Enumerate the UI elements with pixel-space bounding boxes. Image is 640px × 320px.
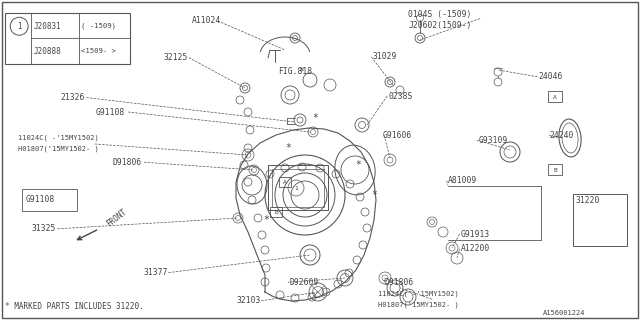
Text: ( -1509): ( -1509) xyxy=(81,23,116,29)
Bar xyxy=(22,189,77,211)
Text: FIG.818: FIG.818 xyxy=(278,67,312,76)
Text: 31325: 31325 xyxy=(32,224,56,233)
Text: D91806: D91806 xyxy=(112,158,141,167)
Text: 32103: 32103 xyxy=(237,296,261,305)
Text: 21326: 21326 xyxy=(61,93,85,102)
Text: H01807('15MY1502- ): H01807('15MY1502- ) xyxy=(378,301,458,308)
Text: FRONT: FRONT xyxy=(104,207,128,228)
Bar xyxy=(270,207,282,217)
Text: 0238S: 0238S xyxy=(388,92,413,100)
Text: 32125: 32125 xyxy=(163,53,188,62)
Bar xyxy=(272,169,324,207)
Text: *: * xyxy=(355,160,361,170)
Bar xyxy=(573,194,627,246)
Text: G91108: G91108 xyxy=(26,196,55,204)
Text: *: * xyxy=(285,143,291,153)
Text: *: * xyxy=(312,113,318,123)
Text: 0104S (-1509): 0104S (-1509) xyxy=(408,10,472,19)
Text: 11024C( -'15MY1502): 11024C( -'15MY1502) xyxy=(378,291,458,297)
Text: G93109: G93109 xyxy=(479,136,508,145)
Text: G91108: G91108 xyxy=(96,108,125,117)
Text: A156001224: A156001224 xyxy=(543,310,585,316)
Text: B: B xyxy=(553,167,557,172)
Text: A81009: A81009 xyxy=(448,176,477,185)
Text: *: * xyxy=(371,190,377,200)
Text: H01807('15MY1502- ): H01807('15MY1502- ) xyxy=(18,146,99,152)
Bar xyxy=(268,165,328,210)
Text: D91806: D91806 xyxy=(384,278,413,287)
Text: A12200: A12200 xyxy=(461,244,490,253)
Bar xyxy=(548,91,562,102)
Text: 24046: 24046 xyxy=(539,72,563,81)
Text: J20888: J20888 xyxy=(33,47,61,56)
Text: D92609: D92609 xyxy=(289,278,319,287)
Bar xyxy=(548,164,562,175)
Text: G91606: G91606 xyxy=(383,131,412,140)
Text: A11024: A11024 xyxy=(192,16,221,25)
Text: <1509- >: <1509- > xyxy=(81,48,116,54)
Bar xyxy=(5,13,130,64)
Text: A: A xyxy=(283,180,287,185)
Text: 31377: 31377 xyxy=(144,268,168,277)
Text: *: * xyxy=(298,68,304,77)
Text: G91913: G91913 xyxy=(461,230,490,239)
Text: 1: 1 xyxy=(17,22,22,31)
Text: 24240: 24240 xyxy=(549,131,573,140)
Text: J20831: J20831 xyxy=(33,22,61,31)
Text: 1: 1 xyxy=(294,186,298,190)
Text: 31029: 31029 xyxy=(372,52,397,61)
Bar xyxy=(279,177,291,187)
Text: * MARKED PARTS INCLUDES 31220.: * MARKED PARTS INCLUDES 31220. xyxy=(5,302,144,311)
Text: A: A xyxy=(553,94,557,100)
Text: J20602(1509-): J20602(1509-) xyxy=(408,21,472,30)
Text: 11024C( -'15MY1502): 11024C( -'15MY1502) xyxy=(18,135,99,141)
Text: B: B xyxy=(274,210,278,214)
Text: 31220: 31220 xyxy=(576,196,600,205)
Text: *: * xyxy=(263,215,269,225)
